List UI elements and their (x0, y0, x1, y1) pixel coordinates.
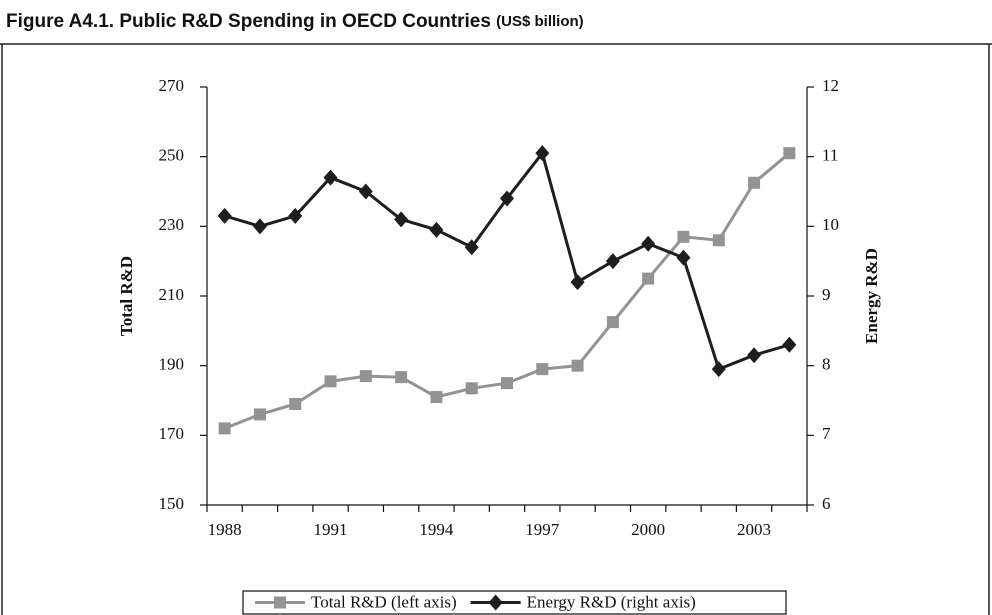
point-marker (501, 377, 513, 390)
x-tick-label: 2003 (737, 520, 771, 539)
y-tick-label: 270 (159, 76, 185, 95)
x-tick-label: 2000 (631, 520, 665, 539)
y2-tick-label: 7 (822, 424, 831, 443)
point-marker (783, 147, 796, 160)
point-marker (677, 230, 690, 243)
point-marker (253, 408, 266, 421)
point-marker (394, 211, 409, 228)
point-marker (324, 375, 337, 388)
y2-tick-label: 12 (822, 76, 839, 95)
x-tick-label: 1991 (314, 520, 348, 539)
x-tick-label: 1997 (525, 520, 560, 539)
point-marker (252, 218, 267, 235)
point-marker (676, 249, 691, 266)
y2-tick-label: 6 (822, 494, 831, 513)
point-marker (712, 234, 725, 247)
point-marker (358, 183, 373, 200)
legend-marker (274, 596, 286, 609)
chart-title: Figure A4.1. Public R&D Spending in OECD… (6, 11, 584, 32)
title-main: Figure A4.1. Public R&D Spending in OECD… (6, 11, 491, 32)
point-marker (606, 316, 619, 329)
y-tick-label: 230 (159, 215, 185, 234)
y-axis-title: Total R&D (117, 256, 136, 336)
point-marker (465, 382, 478, 395)
y-tick-label: 170 (159, 424, 185, 443)
point-marker (536, 363, 549, 376)
y2-tick-label: 10 (822, 215, 839, 234)
point-marker (500, 190, 514, 207)
point-marker (747, 347, 762, 364)
y-tick-label: 150 (159, 494, 185, 513)
legend-label: Total R&D (left axis) (311, 592, 457, 611)
legend-marker (488, 594, 503, 611)
point-marker (748, 176, 761, 189)
y2-tick-label: 8 (822, 355, 831, 374)
y-tick-label: 250 (159, 146, 185, 165)
point-marker (288, 207, 303, 224)
x-tick-label: 1994 (419, 520, 454, 539)
point-marker (289, 397, 302, 410)
point-marker (395, 371, 408, 384)
y-tick-label: 210 (159, 285, 185, 304)
y2-tick-label: 9 (822, 285, 831, 304)
point-marker (782, 336, 797, 353)
point-marker (535, 145, 550, 162)
point-marker (711, 361, 726, 378)
point-marker (429, 221, 444, 238)
point-marker (323, 169, 338, 186)
point-marker (359, 370, 372, 383)
point-marker (430, 391, 443, 404)
legend-label: Energy R&D (right axis) (527, 592, 696, 611)
x-tick-label: 1988 (208, 520, 242, 539)
y2-axis-title: Energy R&D (862, 248, 881, 344)
point-marker (571, 359, 584, 372)
point-marker (605, 253, 620, 270)
point-marker (218, 422, 231, 435)
y-tick-label: 190 (159, 355, 185, 374)
y2-tick-label: 11 (822, 146, 838, 165)
title-units: (US$ billion) (496, 13, 584, 30)
point-marker (642, 272, 655, 285)
point-marker (217, 207, 232, 224)
point-marker (570, 274, 585, 291)
point-marker (641, 235, 656, 252)
point-marker (464, 239, 479, 256)
